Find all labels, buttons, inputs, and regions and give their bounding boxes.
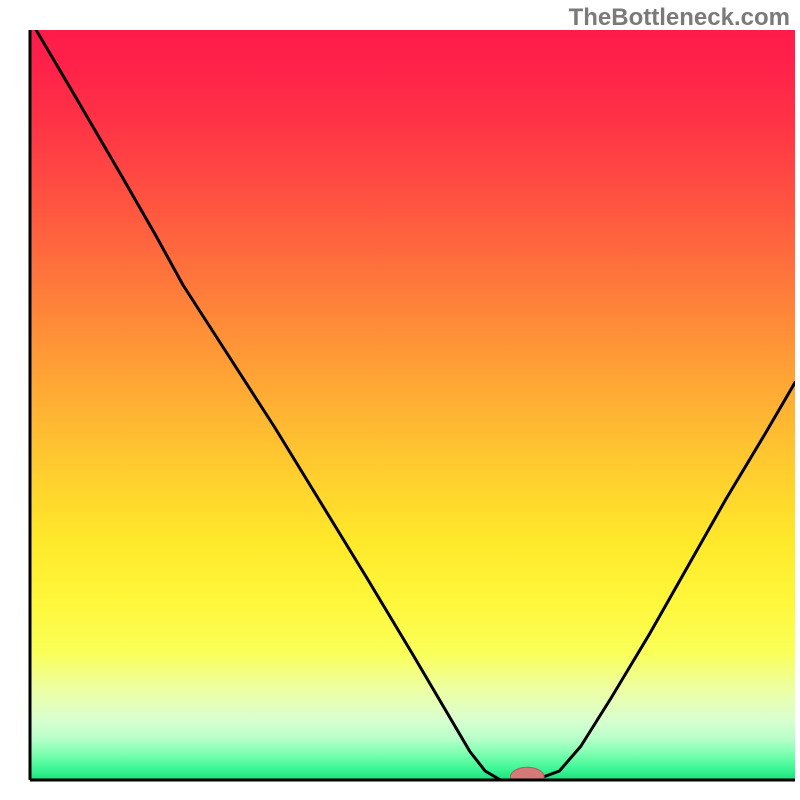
optimal-point-marker: [510, 767, 544, 787]
chart-container: TheBottleneck.com: [0, 0, 800, 800]
bottleneck-curve-chart: [0, 0, 800, 800]
chart-background: [30, 30, 795, 780]
